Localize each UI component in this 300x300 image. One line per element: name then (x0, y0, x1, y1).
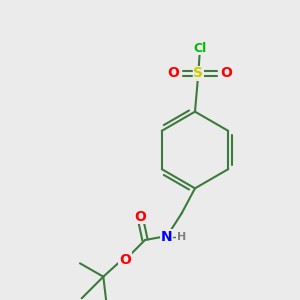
Text: O: O (134, 210, 146, 224)
Text: S: S (193, 66, 203, 80)
Text: H: H (177, 232, 186, 242)
Text: O: O (167, 66, 179, 80)
Text: N: N (161, 230, 172, 244)
Text: O: O (221, 66, 232, 80)
Text: Cl: Cl (194, 42, 207, 55)
Text: O: O (119, 253, 131, 267)
